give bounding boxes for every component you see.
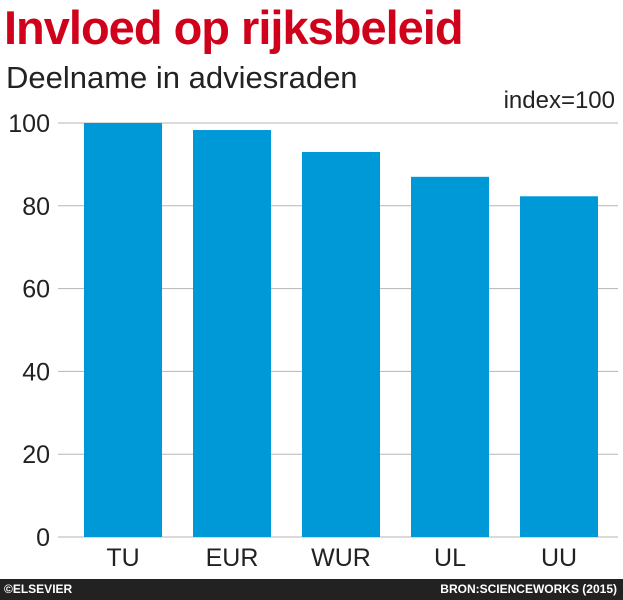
- x-tick-label-eur: EUR: [206, 544, 259, 572]
- bar-wur: [302, 151, 380, 538]
- bar-tu: [84, 123, 162, 537]
- y-tick-label: 100: [8, 110, 50, 138]
- source-text: BRON:SCIENCEWORKS (2015): [440, 582, 617, 596]
- y-tick-label: 20: [22, 441, 50, 469]
- x-tick-label-wur: WUR: [311, 544, 371, 572]
- bar-uu: [520, 196, 598, 537]
- bar-chart: 0 20 40 60 80 100 TU EUR WUR UL UU: [8, 110, 618, 572]
- bar-eur: [193, 130, 271, 537]
- y-tick-label: 60: [22, 276, 50, 304]
- chart-subtitle: Deelname in adviesraden: [6, 60, 358, 95]
- x-tick-label-uu: UU: [541, 544, 577, 572]
- y-tick-label: 0: [36, 524, 50, 552]
- x-tick-label-ul: UL: [434, 544, 466, 572]
- footer-bar: ©ELSEVIER BRON:SCIENCEWORKS (2015): [0, 579, 623, 600]
- bar-ul: [411, 176, 489, 537]
- y-tick-label: 80: [22, 193, 50, 221]
- chart-title: Invloed op rijksbeleid: [4, 1, 464, 54]
- x-tick-label-tu: TU: [106, 544, 139, 572]
- y-tick-label: 40: [22, 358, 50, 386]
- copyright-text: ©ELSEVIER: [4, 582, 73, 596]
- index-label: index=100: [503, 87, 615, 114]
